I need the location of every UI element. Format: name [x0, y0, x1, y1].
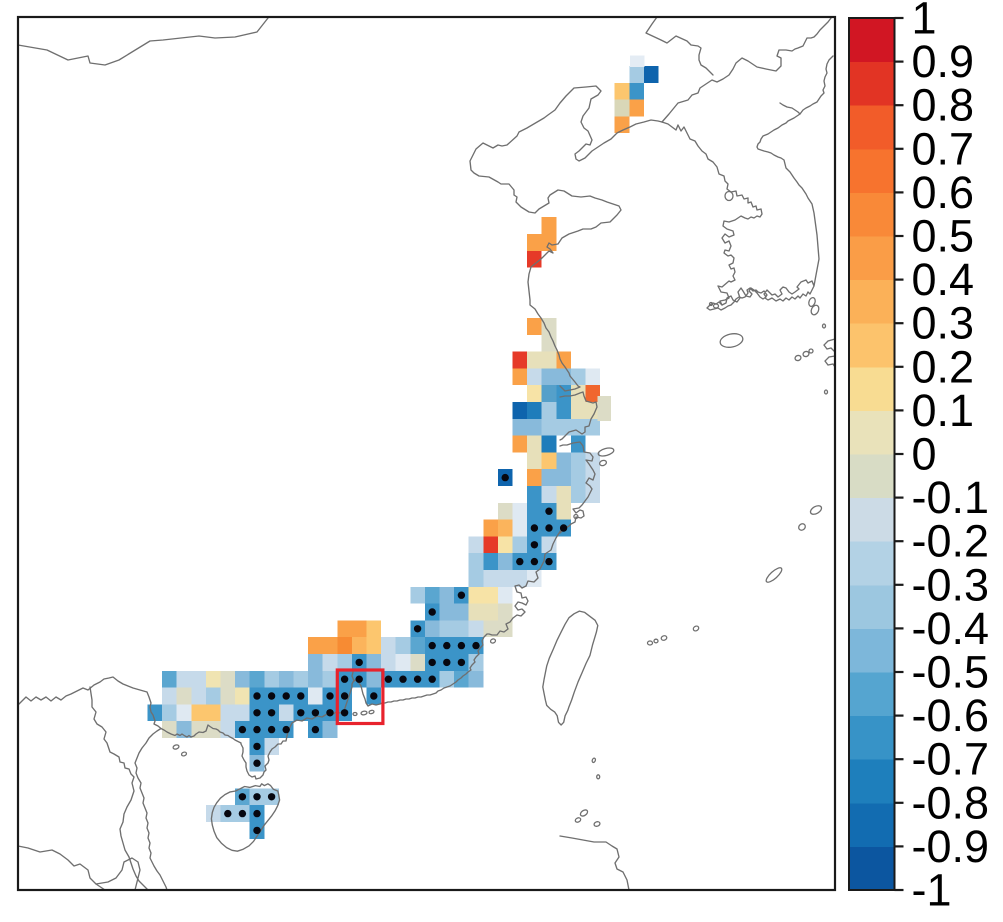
svg-text:-0.4: -0.4 [912, 603, 990, 654]
svg-text:0.4: 0.4 [912, 254, 975, 305]
svg-text:-0.7: -0.7 [912, 734, 990, 785]
svg-text:0.6: 0.6 [912, 167, 975, 218]
svg-text:0.1: 0.1 [912, 385, 975, 436]
svg-text:-0.9: -0.9 [912, 821, 990, 872]
svg-text:-0.6: -0.6 [912, 690, 990, 741]
svg-text:0.9: 0.9 [912, 36, 975, 87]
svg-text:0.7: 0.7 [912, 123, 975, 174]
svg-text:0: 0 [912, 429, 937, 480]
svg-text:-0.1: -0.1 [912, 472, 990, 523]
svg-text:-0.5: -0.5 [912, 647, 990, 698]
svg-text:0.5: 0.5 [912, 211, 975, 262]
svg-text:1: 1 [912, 0, 937, 44]
svg-text:0.8: 0.8 [912, 80, 975, 131]
svg-text:-0.3: -0.3 [912, 559, 990, 610]
svg-text:-1: -1 [912, 865, 952, 916]
svg-text:-0.2: -0.2 [912, 516, 990, 567]
svg-text:0.2: 0.2 [912, 341, 975, 392]
svg-text:0.3: 0.3 [912, 298, 975, 349]
svg-text:-0.8: -0.8 [912, 777, 990, 828]
